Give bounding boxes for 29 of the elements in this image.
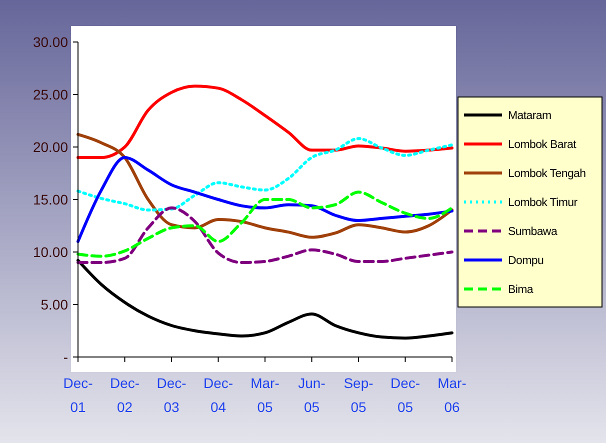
y-tick-label: - [63,348,68,365]
x-tick-label: Sep-05 [344,375,374,415]
legend-label: Bima [508,284,534,296]
line-series [76,156,454,243]
x-tick-label: Dec-04 [203,375,234,415]
x-tick-label: Dec-05 [390,375,420,415]
legend-label: Mataram [508,110,552,122]
y-tick-label: 10.00 [32,244,68,260]
y-tick-label: 15.00 [32,191,68,208]
x-tick-label: Mar-05 [250,375,280,415]
line-series [76,132,454,239]
legend-label: Lombok Barat [508,139,578,152]
x-tick-label: Mar-06 [438,375,467,415]
legend-label: Lombok Tengah [508,168,586,180]
x-tick-label: Dec-01 [63,375,94,415]
line-series [76,137,454,212]
legend-label: Sumbawa [508,226,558,238]
x-tick-label: Jun-05 [298,375,326,415]
x-tick-label: Dec-03 [156,375,187,415]
line-series [76,190,454,258]
y-tick-label: 20.00 [32,138,68,155]
y-tick-label: 25.00 [32,86,68,102]
line-series [76,84,454,159]
legend-label: Dompu [508,255,544,268]
x-tick-label: Dec-02 [110,375,140,415]
line-series [76,206,454,264]
legend-label: Lombok Timur [508,197,578,210]
y-tick-label: 30.00 [32,34,68,50]
y-tick-label: 5.00 [40,296,68,312]
